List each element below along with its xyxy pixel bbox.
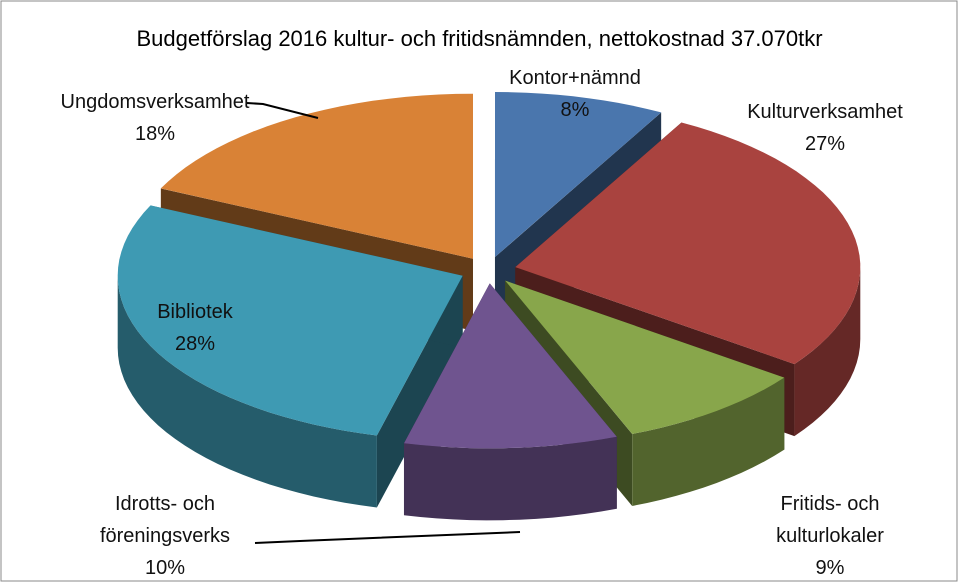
value-label: 28% — [174, 333, 216, 355]
slice-top — [515, 122, 861, 365]
category-label: Idrotts- och föreningsverks — [99, 493, 231, 547]
value-label: 18% — [134, 123, 176, 145]
slice-top — [404, 283, 617, 449]
data-label: Idrotts- och föreningsverks 10% — [50, 488, 280, 582]
value-label: 27% — [804, 133, 846, 155]
data-label: Kulturverksamhet 27% — [730, 96, 920, 160]
category-label: Ungdomsverksamhet — [60, 91, 250, 113]
value-label: 8% — [560, 99, 590, 121]
data-label: Ungdomsverksamhet 18% — [60, 86, 250, 150]
category-label: Bibliotek — [157, 301, 233, 323]
data-label: Kontor+nämnd 8% — [475, 62, 675, 126]
slice-top — [494, 92, 662, 258]
slice-top — [160, 93, 474, 259]
category-label: Kulturverksamhet — [747, 101, 903, 123]
leader-line — [246, 102, 319, 119]
leader-line — [254, 531, 521, 544]
slice — [117, 205, 463, 508]
value-label: 9% — [815, 557, 845, 579]
slice-wall — [404, 436, 617, 521]
category-label: Fritids- och kulturlokaler — [776, 493, 884, 547]
category-label: Kontor+nämnd — [509, 67, 641, 89]
slice — [403, 283, 617, 521]
slice-wall — [632, 377, 785, 506]
slices — [117, 92, 861, 521]
slice-wall — [117, 275, 377, 508]
data-label: Fritids- och kulturlokaler 9% — [730, 488, 930, 582]
slice-wall — [794, 267, 861, 437]
slice-top — [505, 280, 785, 434]
value-label: 10% — [144, 557, 186, 579]
slice-top — [117, 205, 463, 436]
chart-title: Budgetförslag 2016 kultur- och fritidsnä… — [136, 26, 823, 51]
data-label: Bibliotek 28% — [120, 296, 270, 360]
